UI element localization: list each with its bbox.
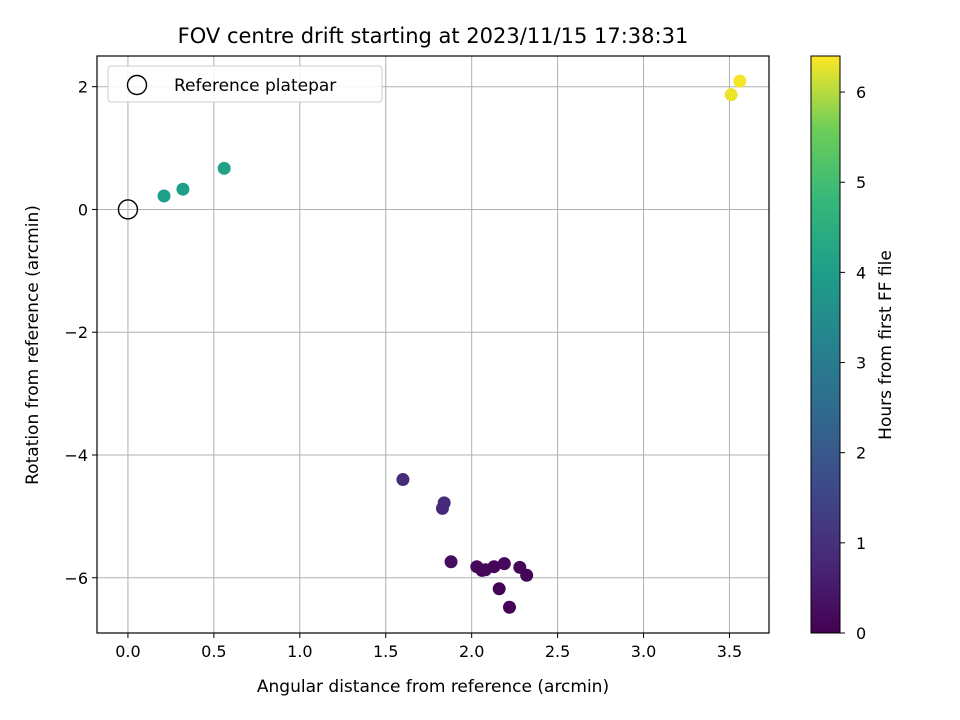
y-tick-label: −4 bbox=[64, 446, 88, 465]
y-tick-label: 0 bbox=[78, 200, 88, 219]
y-axis-ticks: 2 0 −2 −4 −6 bbox=[64, 78, 97, 588]
scatter-point bbox=[444, 555, 458, 569]
colorbar-tick-label: 1 bbox=[856, 534, 866, 553]
scatter-point bbox=[435, 501, 449, 515]
scatter-point bbox=[502, 600, 516, 614]
reference-marker-layer bbox=[117, 199, 139, 220]
colorbar-tick-label: 6 bbox=[856, 83, 866, 102]
grid-lines bbox=[97, 56, 769, 633]
colorbar-tick-label: 3 bbox=[856, 354, 866, 373]
y-tick-label: 2 bbox=[78, 78, 88, 97]
legend-marker-open-circle bbox=[126, 74, 148, 96]
x-tick-label: 2.0 bbox=[459, 642, 484, 661]
data-points bbox=[157, 74, 747, 614]
x-axis-label: Angular distance from reference (arcmin) bbox=[257, 677, 609, 697]
scatter-point bbox=[487, 560, 501, 574]
colorbar-tick-label: 4 bbox=[856, 263, 866, 282]
y-tick-label: −2 bbox=[64, 323, 88, 342]
scatter-point bbox=[217, 161, 231, 175]
x-tick-label: 0.0 bbox=[115, 642, 140, 661]
x-tick-label: 3.5 bbox=[717, 642, 742, 661]
y-tick-label: −6 bbox=[64, 569, 88, 588]
scatter-point bbox=[492, 582, 506, 596]
y-axis-label: Rotation from reference (arcmin) bbox=[23, 205, 43, 485]
scatter-point bbox=[157, 189, 171, 203]
colorbar-gradient bbox=[810, 55, 841, 634]
scatter-point bbox=[497, 557, 511, 571]
plot-area: 0.0 0.5 1.0 1.5 2.0 2.5 3.0 3.5 2 0 −2 −4 −6 bbox=[64, 55, 770, 661]
colorbar-tick-label: 5 bbox=[856, 173, 866, 192]
legend-label-reference-platepar: Reference platepar bbox=[174, 76, 336, 96]
colorbar-ticks: 0 1 2 3 4 5 6 bbox=[840, 83, 866, 643]
scatter-point bbox=[520, 568, 534, 582]
x-tick-label: 0.5 bbox=[201, 642, 226, 661]
legend-box bbox=[107, 65, 383, 103]
scatter-point bbox=[724, 88, 738, 102]
scatter-point bbox=[396, 473, 410, 487]
x-tick-label: 1.5 bbox=[373, 642, 398, 661]
scatter-point bbox=[176, 182, 190, 196]
chart-title: FOV centre drift starting at 2023/11/15 … bbox=[178, 24, 689, 48]
colorbar-tick-label: 2 bbox=[856, 444, 866, 463]
plot-frame bbox=[96, 55, 770, 634]
colorbar-tick-label: 0 bbox=[856, 624, 866, 643]
colorbar-label: Hours from first FF file bbox=[876, 250, 896, 440]
scatter-point bbox=[733, 74, 747, 88]
x-tick-label: 2.5 bbox=[545, 642, 570, 661]
legend: Reference platepar bbox=[107, 65, 383, 103]
x-axis-ticks: 0.0 0.5 1.0 1.5 2.0 2.5 3.0 3.5 bbox=[115, 633, 742, 661]
reference-platepar-marker bbox=[117, 199, 139, 220]
x-tick-label: 1.0 bbox=[287, 642, 312, 661]
colorbar: 0 1 2 3 4 5 6 Hours from first FF file bbox=[810, 55, 896, 643]
x-tick-label: 3.0 bbox=[631, 642, 656, 661]
